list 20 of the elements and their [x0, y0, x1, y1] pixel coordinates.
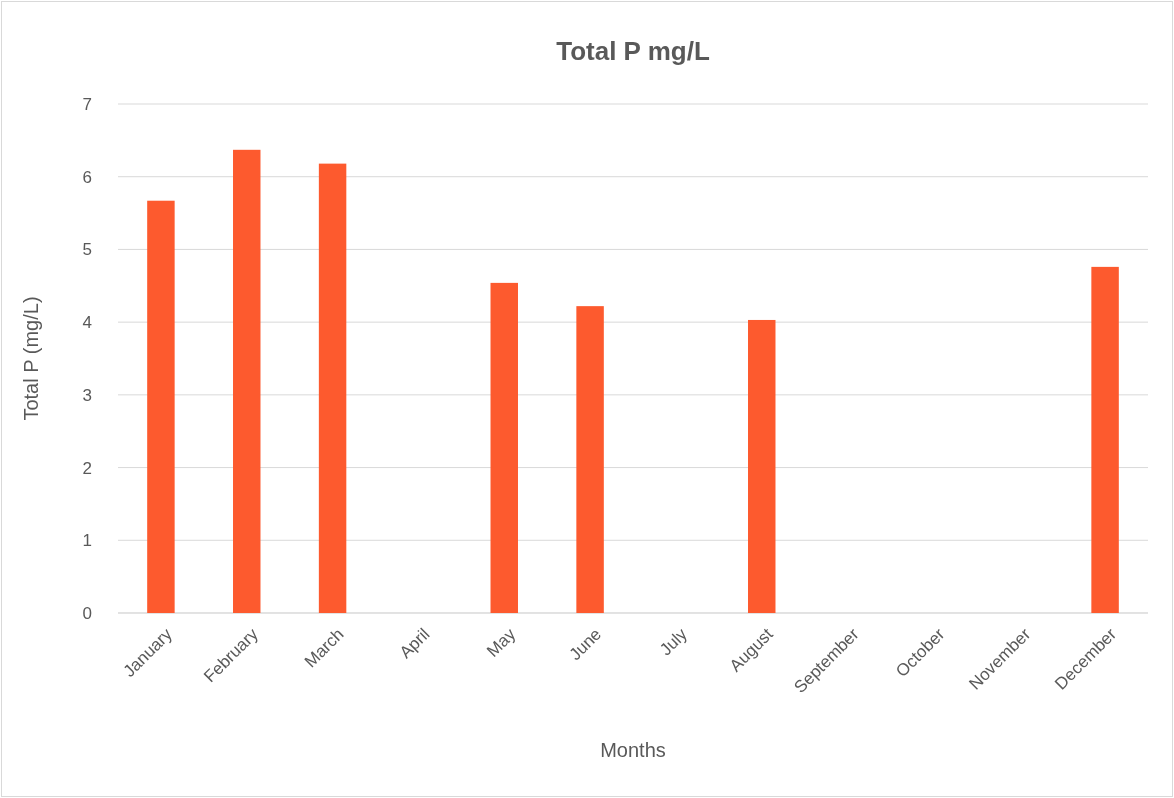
x-tick-label: July — [656, 624, 692, 660]
bar — [233, 149, 261, 613]
chart-title: Total P mg/L — [556, 36, 710, 66]
y-tick-label: 1 — [82, 531, 92, 551]
bar — [1091, 266, 1119, 613]
y-tick-label: 2 — [82, 458, 92, 478]
y-axis-title: Total P (mg/L) — [20, 296, 42, 421]
y-tick-label: 6 — [82, 167, 92, 187]
bar — [318, 163, 347, 613]
y-tick-label: 0 — [82, 603, 92, 623]
y-tick-label: 4 — [82, 313, 92, 333]
x-axis-title: Months — [600, 739, 666, 761]
y-tick-label: 7 — [82, 94, 92, 114]
bar — [748, 319, 776, 613]
y-tick-label: 3 — [82, 385, 92, 405]
y-tick-label: 5 — [82, 240, 92, 260]
x-tick-label: May — [483, 624, 520, 661]
bar — [147, 200, 175, 613]
bar — [490, 282, 518, 613]
bar — [576, 306, 604, 613]
